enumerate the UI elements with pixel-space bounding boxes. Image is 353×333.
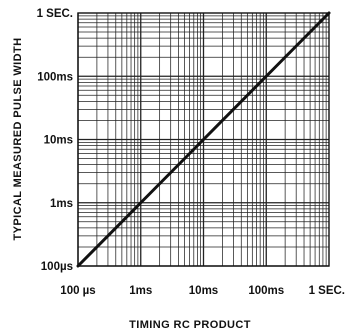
series-line — [76, 11, 331, 268]
y-axis-title: TYPICAL MEASURED PULSE WIDTH — [12, 38, 24, 241]
y-tick-labels: 100µs 1ms 10ms 100ms 1 SEC. — [37, 8, 73, 273]
y-tick-label: 100ms — [37, 71, 73, 83]
x-axis-title: TIMING RC PRODUCT — [129, 319, 251, 331]
x-tick-label: 100ms — [248, 285, 284, 297]
x-tick-label: 1ms — [129, 285, 152, 297]
series-layer — [76, 11, 331, 268]
y-tick-label: 1ms — [50, 198, 73, 210]
plot-frame — [77, 12, 330, 267]
x-tick-label: 10ms — [189, 285, 218, 297]
x-tick-label: 1 SEC. — [309, 285, 345, 297]
x-tick-label: 100 µs — [60, 285, 95, 297]
y-tick-label: 1 SEC. — [37, 8, 73, 20]
y-tick-label: 100µs — [41, 261, 73, 273]
y-tick-label: 10ms — [44, 135, 73, 147]
x-tick-labels: 100 µs 1ms 10ms 100ms 1 SEC. — [60, 285, 345, 297]
